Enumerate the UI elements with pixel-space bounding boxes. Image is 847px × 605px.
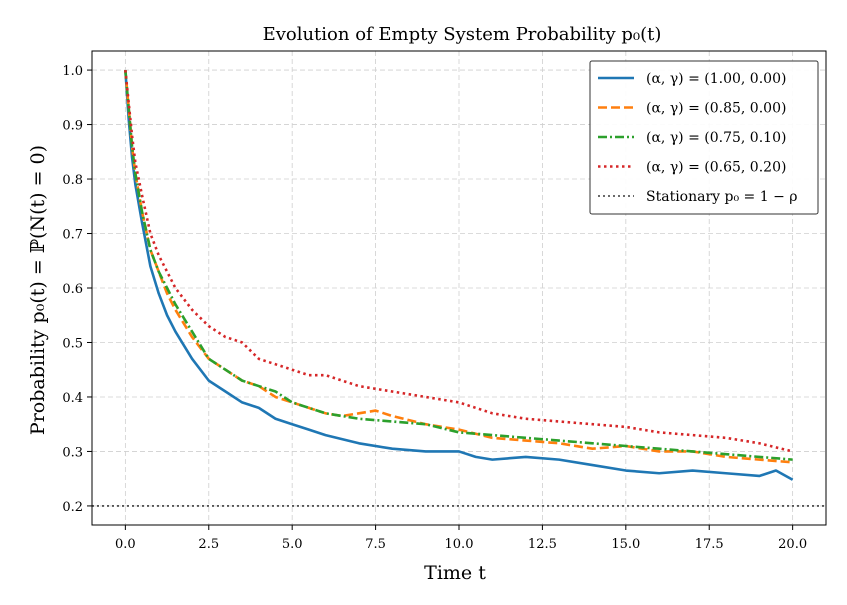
x-tick-label: 20.0	[778, 537, 807, 552]
axes: 0.0 2.5 5.0 7.5 10.0 12.5 15.0 17.5 20.0 0.2 0.3 0.…	[62, 50, 827, 552]
y-tick-label: 0.5	[62, 336, 83, 351]
x-tick-label: 15.0	[611, 537, 640, 552]
y-tick-label: 0.7	[62, 228, 83, 243]
y-tick-label: 0.8	[62, 173, 83, 188]
y-tick-label: 1.0	[62, 64, 83, 79]
legend-box	[589, 60, 819, 215]
y-tick-label: 0.9	[62, 119, 83, 134]
x-tick-label: 10.0	[445, 537, 474, 552]
chart-title: Evolution of Empty System Probability p₀…	[263, 24, 662, 45]
series-layer	[92, 69, 826, 507]
x-tick-label: 0.0	[115, 537, 136, 552]
y-tick-label: 0.2	[62, 500, 83, 515]
x-tick-label: 17.5	[695, 537, 724, 552]
x-tick-label: 5.0	[282, 537, 303, 552]
legend-label-5: Stationary p₀ = 1 − ρ	[646, 189, 797, 205]
legend-label-1: (α, γ) = (1.00, 0.00)	[646, 71, 786, 87]
x-tick-label: 7.5	[365, 537, 386, 552]
y-tick-label: 0.6	[62, 282, 83, 297]
y-tick-label: 0.4	[62, 391, 83, 406]
x-tick-label: 12.5	[528, 537, 557, 552]
legend-label-2: (α, γ) = (0.85, 0.00)	[646, 101, 786, 117]
y-axis-label: Probability p₀(t) = ℙ(N(t) = 0)	[27, 145, 49, 435]
y-tick-label: 0.3	[62, 445, 83, 460]
legend: (α, γ) = (1.00, 0.00) (α, γ) = (0.85, 0.0…	[589, 60, 819, 215]
x-axis-label: Time t	[424, 562, 486, 584]
legend-label-4: (α, γ) = (0.65, 0.20)	[646, 160, 786, 176]
series-line-1	[124, 69, 794, 481]
series-line-3	[124, 69, 793, 461]
legend-label-3: (α, γ) = (0.75, 0.10)	[646, 130, 786, 146]
x-tick-label: 2.5	[198, 537, 219, 552]
series-line-4	[124, 69, 793, 453]
